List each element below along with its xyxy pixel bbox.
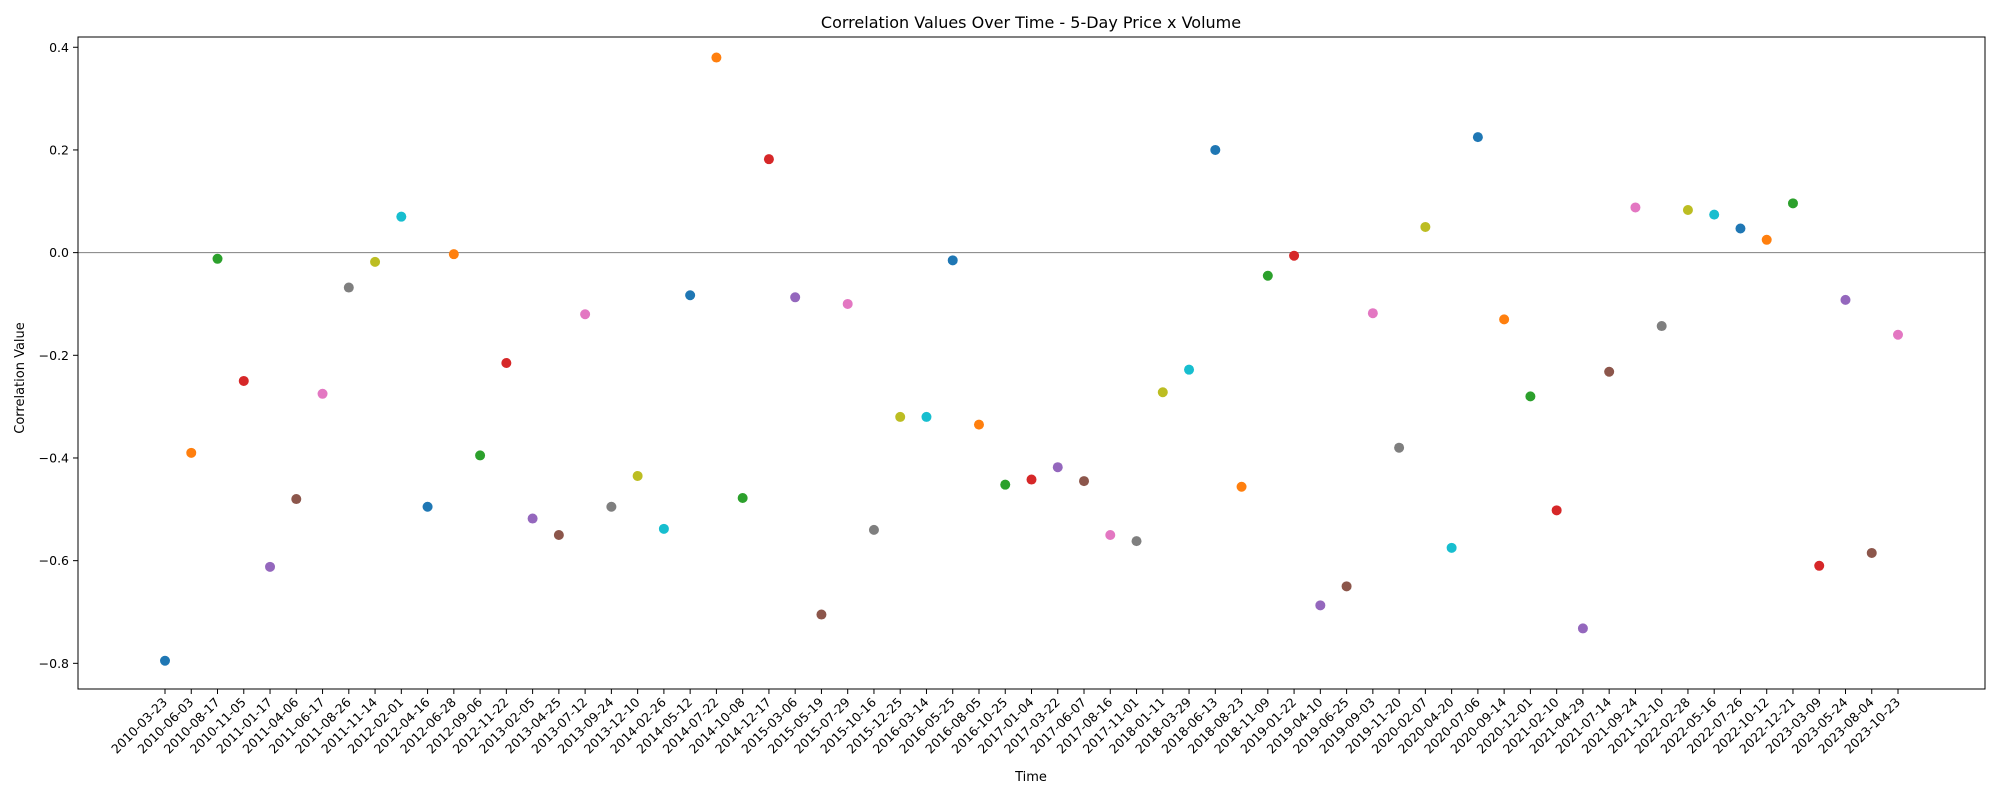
data-point — [842, 298, 853, 309]
data-point — [527, 513, 538, 524]
data-point — [1814, 560, 1825, 571]
data-point — [1866, 547, 1877, 558]
x-axis-label: Time — [1014, 770, 1047, 785]
data-point — [790, 292, 801, 303]
data-point — [1157, 387, 1168, 398]
y-tick-label: 0.4 — [49, 40, 69, 55]
data-point — [265, 561, 276, 572]
data-point — [553, 529, 564, 540]
data-point — [501, 358, 512, 368]
data-point — [1630, 202, 1641, 213]
y-axis: −0.8 −0.6 −0.4 −0.2 0.0 0.2 0.4 — [39, 40, 78, 671]
data-point — [1341, 581, 1352, 592]
data-point — [1735, 223, 1746, 234]
data-point — [1446, 542, 1457, 553]
data-point — [1131, 536, 1142, 547]
data-point — [737, 493, 748, 504]
y-tick-label: −0.2 — [39, 348, 69, 363]
data-point — [1682, 205, 1693, 216]
y-tick-label: −0.8 — [39, 656, 69, 671]
data-point — [1394, 442, 1405, 453]
y-tick-label: 0.2 — [49, 142, 69, 157]
data-point — [448, 249, 459, 260]
data-point — [370, 256, 381, 267]
y-tick-label: −0.4 — [39, 450, 69, 465]
data-point — [1840, 294, 1851, 305]
data-point — [606, 501, 617, 512]
data-point — [1709, 209, 1720, 220]
data-point — [632, 470, 643, 481]
data-point — [1787, 198, 1798, 209]
data-point — [763, 154, 774, 165]
data-point — [921, 411, 932, 422]
data-point — [1000, 479, 1011, 490]
data-point — [1289, 250, 1300, 261]
data-point — [1499, 314, 1510, 325]
data-point — [1079, 476, 1090, 487]
data-point — [1472, 132, 1483, 143]
data-point — [186, 447, 197, 458]
data-point — [1420, 221, 1431, 232]
data-point — [1551, 505, 1562, 516]
data-point — [1656, 321, 1667, 332]
data-point — [895, 411, 906, 422]
data-point — [711, 52, 722, 63]
data-point — [947, 255, 958, 266]
data-point — [291, 494, 302, 505]
data-point — [658, 523, 669, 534]
data-point — [475, 450, 486, 461]
data-point — [422, 501, 433, 512]
data-point — [685, 290, 696, 301]
data-point — [868, 524, 879, 535]
data-point — [1577, 623, 1588, 634]
x-axis: 2010-03-232010-06-032010-08-172010-11-05… — [108, 689, 1903, 756]
data-points — [160, 52, 1903, 666]
y-tick-label: 0.0 — [49, 245, 69, 260]
data-point — [816, 609, 827, 620]
data-point — [1210, 144, 1221, 155]
data-point — [396, 211, 407, 222]
data-point — [1761, 234, 1772, 245]
y-axis-label: Correlation Value — [13, 322, 28, 434]
data-point — [343, 282, 354, 293]
data-point — [1052, 462, 1063, 473]
data-point — [1184, 364, 1195, 375]
data-point — [1105, 529, 1116, 540]
data-point — [1026, 474, 1037, 485]
data-point — [160, 655, 170, 666]
data-point — [1262, 270, 1273, 281]
data-point — [973, 419, 984, 430]
chart-title: Correlation Values Over Time - 5-Day Pri… — [821, 13, 1241, 32]
data-point — [1525, 391, 1536, 402]
data-point — [212, 253, 223, 264]
data-point — [317, 388, 328, 399]
data-point — [1604, 366, 1615, 377]
data-point — [1893, 329, 1903, 340]
y-tick-label: −0.6 — [39, 553, 69, 568]
data-point — [1236, 481, 1247, 492]
data-point — [238, 375, 249, 386]
data-point — [1315, 600, 1326, 611]
data-point — [1367, 308, 1378, 319]
data-point — [580, 309, 591, 320]
